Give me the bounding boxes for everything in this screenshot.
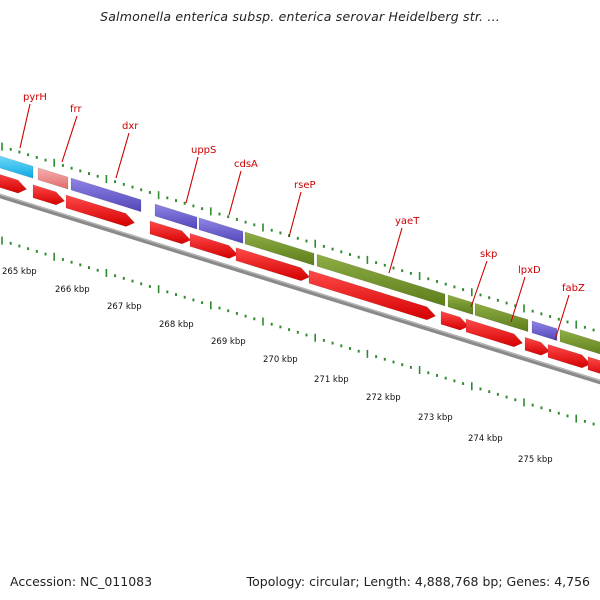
feature-bar-pink (37, 167, 69, 190)
gene-label-uppS: uppS (191, 145, 216, 156)
feature-bar-purple (154, 203, 198, 230)
genome-backbone (0, 193, 600, 385)
gene-leader-dxr (115, 132, 130, 179)
kbp-scale-label: 267 kbp (107, 302, 142, 312)
gene-label-yaeT: yaeT (395, 216, 420, 227)
cds-arrow (440, 310, 470, 331)
gene-leader-yaeT (388, 227, 403, 274)
feature-bar-olive (316, 253, 446, 307)
gene-leader-uppS (185, 156, 199, 204)
kbp-scale-label: 269 kbp (211, 337, 246, 347)
feature-bar-cyan (0, 155, 34, 179)
gene-label-lpxD: lpxD (518, 265, 541, 276)
cds-arrow (465, 318, 524, 348)
gene-leader-fabZ (554, 294, 570, 341)
genome-backbone-highlight (0, 193, 600, 382)
feature-bar-olive (474, 302, 529, 333)
genome-summary-text: Topology: circular; Length: 4,888,768 bp… (246, 574, 590, 589)
cds-arrow (235, 247, 311, 282)
kbp-scale-label: 271 kbp (314, 375, 349, 385)
gene-leader-cdsA (228, 170, 242, 216)
kbp-scale-label: 273 kbp (418, 413, 453, 423)
feature-bar-purple (531, 320, 558, 342)
gene-label-rseP: rseP (294, 180, 316, 191)
kbp-scale-label: 270 kbp (263, 355, 298, 365)
gene-label-skp: skp (480, 249, 497, 260)
cds-arrow (32, 184, 66, 206)
gene-label-cdsA: cdsA (234, 159, 258, 170)
gene-leader-pyrH (19, 103, 31, 149)
cds-arrow (189, 232, 239, 259)
gene-label-pyrH: pyrH (23, 92, 47, 103)
accession-text: Accession: NC_011083 (10, 574, 153, 589)
gene-label-fabZ: fabZ (562, 283, 585, 294)
kbp-scale-label: 275 kbp (518, 455, 553, 465)
cds-arrow (547, 343, 592, 369)
kbp-scale-label: 265 kbp (2, 267, 37, 277)
gene-leader-skp (470, 260, 488, 308)
map-title: Salmonella enterica subsp. enterica sero… (100, 9, 500, 24)
cds-arrow (149, 220, 192, 245)
cds-arrow (524, 336, 551, 356)
gene-label-dxr: dxr (122, 121, 139, 132)
cds-arrow (308, 269, 437, 321)
kbp-scale-label: 266 kbp (55, 285, 90, 295)
cds-arrow (65, 194, 136, 227)
gene-leader-rseP (288, 191, 302, 238)
kbp-scale-label: 274 kbp (468, 434, 503, 444)
kbp-scale-label: 272 kbp (366, 393, 401, 403)
feature-bar-olive (244, 231, 315, 266)
feature-bar-purple (198, 217, 244, 244)
feature-bar-purple (70, 177, 142, 213)
cds-arrow (587, 356, 600, 374)
gene-label-frr: frr (70, 104, 82, 115)
gene-leader-frr (61, 115, 78, 163)
feature-bar-olive (447, 294, 474, 316)
cds-arrow (0, 174, 28, 194)
gene-leader-lpxD (510, 276, 526, 323)
kbp-scale-label: 268 kbp (159, 320, 194, 330)
feature-bar-olive (559, 329, 600, 355)
